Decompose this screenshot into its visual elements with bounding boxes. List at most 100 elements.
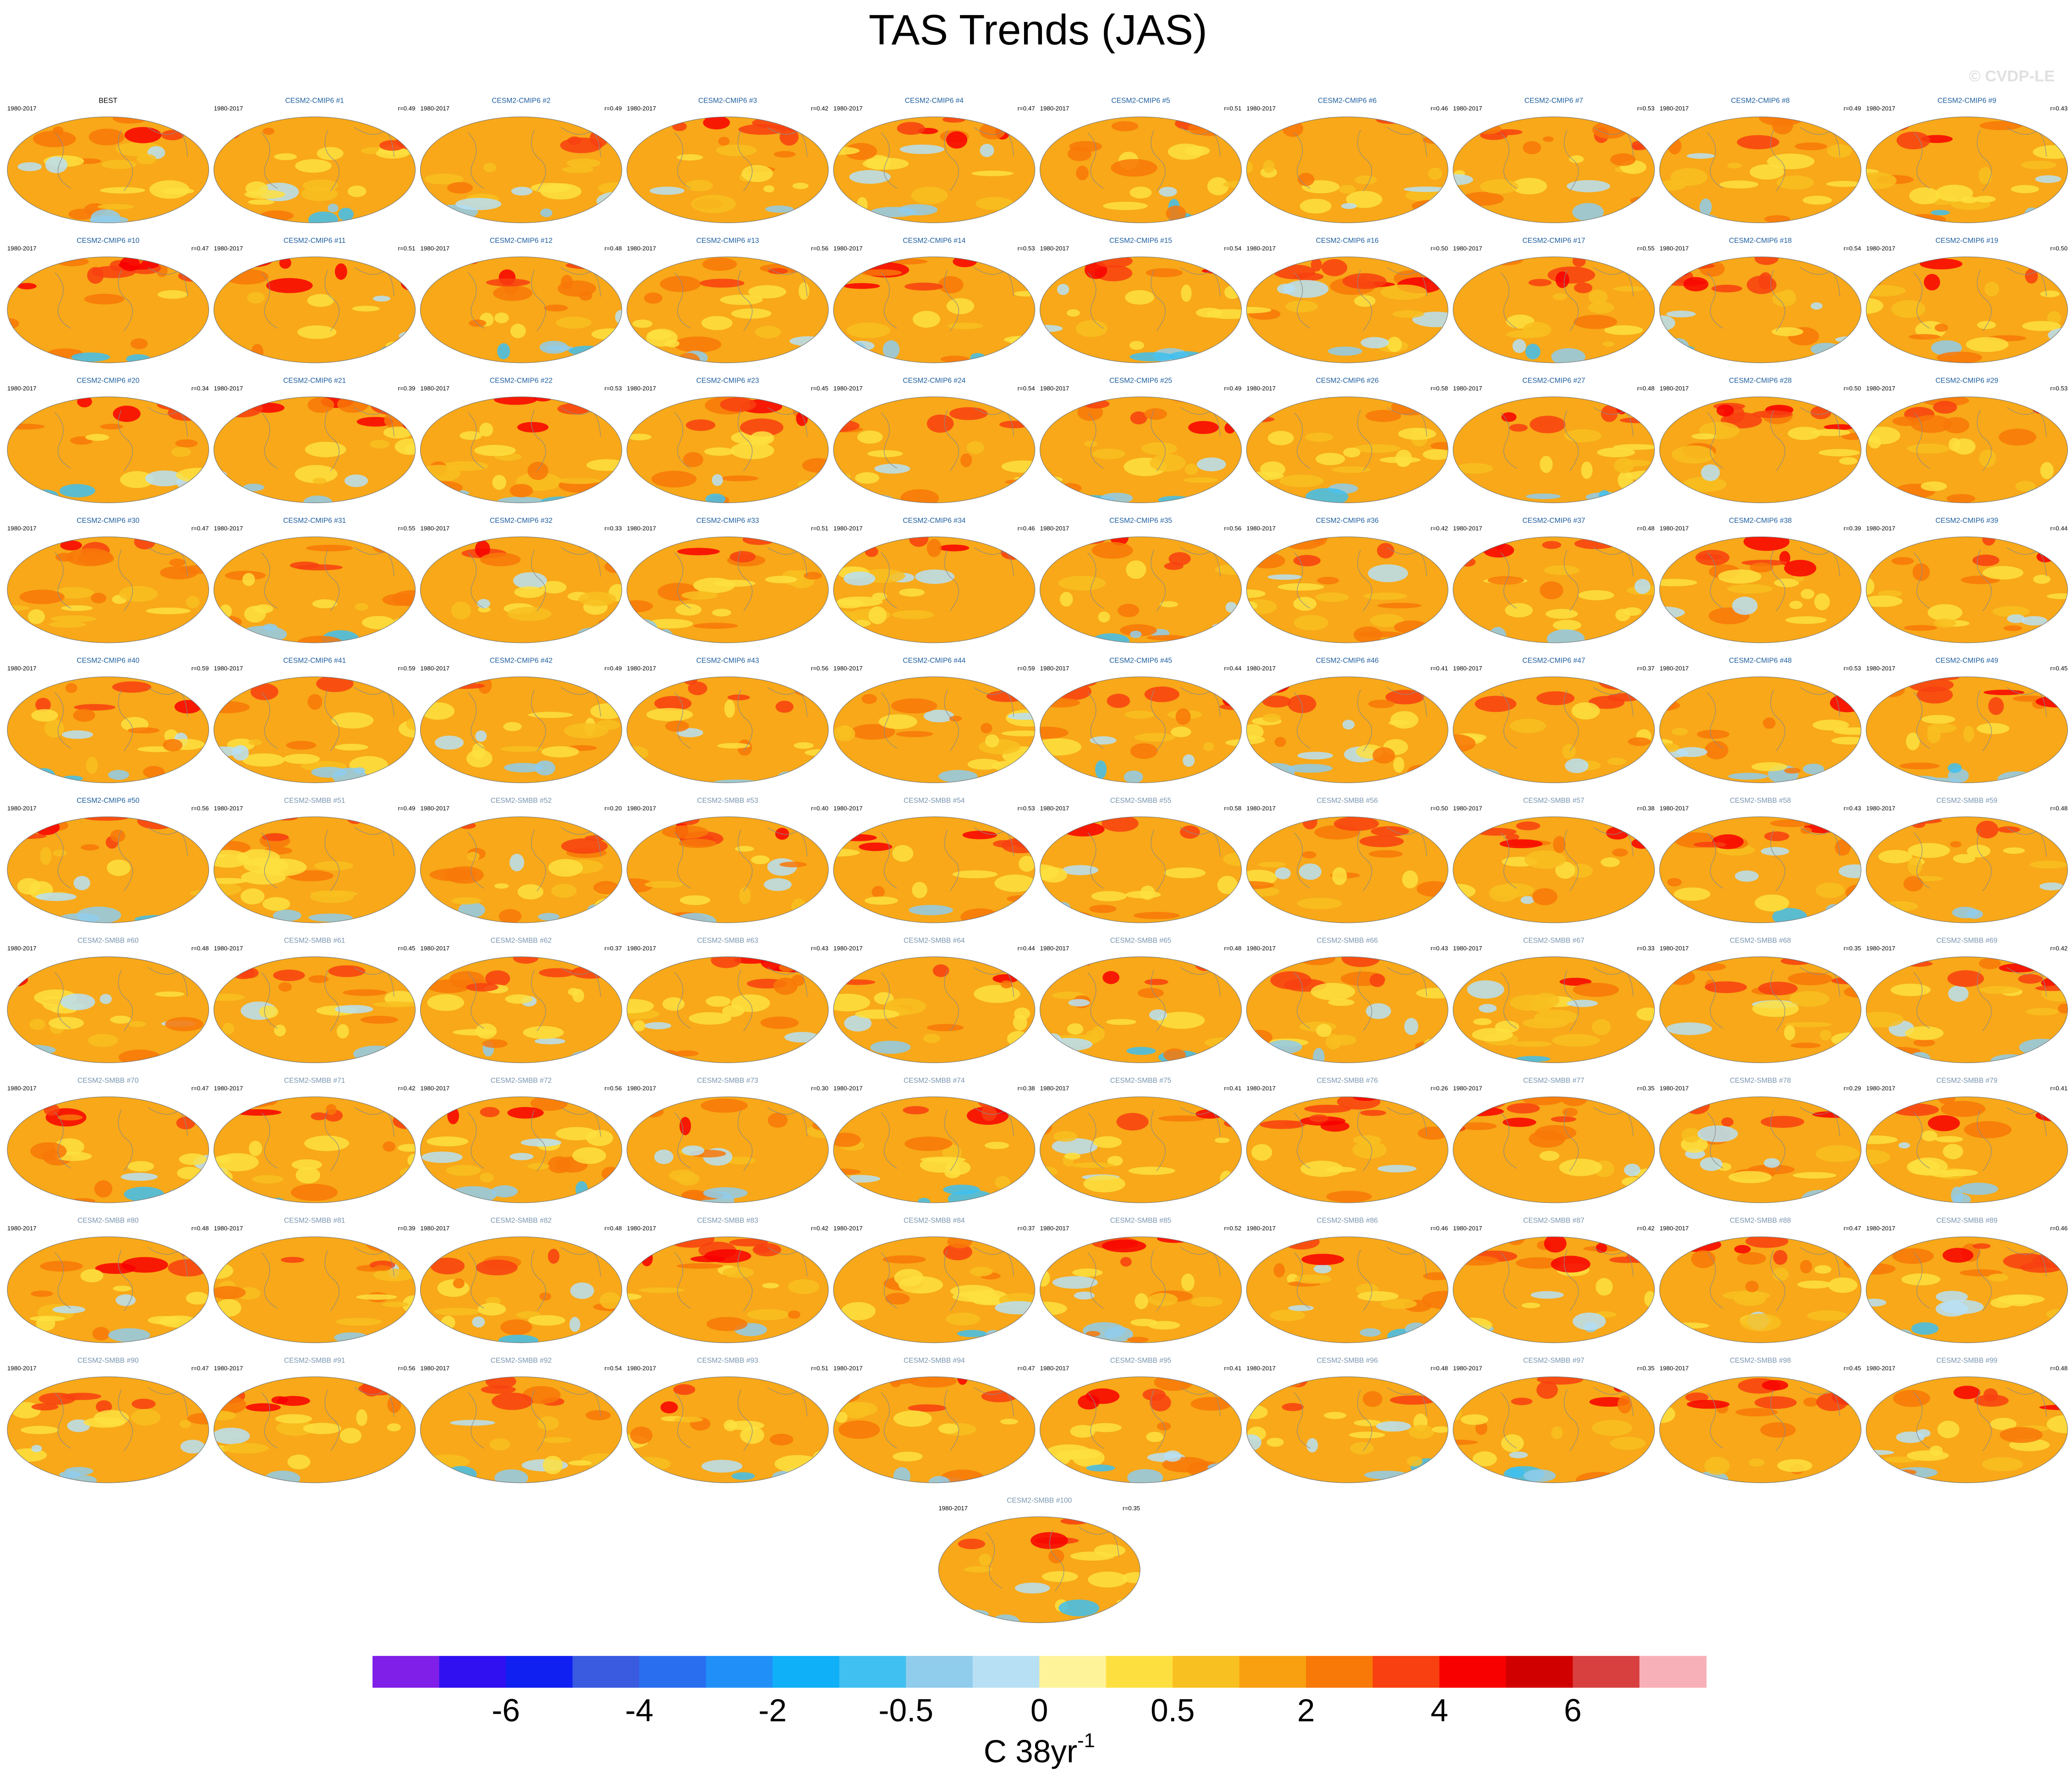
map-patch	[1342, 719, 1355, 730]
map-patch	[1120, 1257, 1132, 1267]
map-patch	[1058, 1599, 1100, 1617]
map-patch	[1598, 676, 1635, 690]
map-patch	[1573, 982, 1619, 997]
map-patch	[80, 1269, 104, 1283]
map-patch	[2046, 1415, 2068, 1433]
map-patch	[1260, 461, 1285, 477]
map-patch	[1946, 494, 1976, 503]
map-patch	[596, 719, 620, 730]
map-patch	[627, 999, 654, 1014]
map-patch	[1593, 357, 1640, 363]
panel-r: r=0.46	[1431, 1225, 1448, 1232]
map-patch	[36, 1316, 55, 1331]
map-patch	[1950, 841, 1962, 848]
coastline	[1913, 547, 2047, 611]
panel-r: r=0.49	[604, 665, 622, 672]
map	[627, 957, 828, 1063]
map	[627, 676, 828, 783]
coastline	[881, 267, 1014, 331]
map-patch	[1812, 719, 1849, 731]
map-patch	[355, 603, 368, 611]
coastline	[1500, 827, 1634, 891]
map-patch	[1524, 850, 1566, 869]
panel-name: CESM2-CMIP6 #30	[77, 517, 139, 525]
map-patch	[1737, 135, 1779, 149]
map-patch	[1332, 867, 1347, 885]
coastline	[881, 1387, 1014, 1451]
map-patch	[1204, 1037, 1238, 1048]
panel-period: 1980-2017	[627, 945, 656, 952]
panel-period: 1980-2017	[1246, 385, 1276, 392]
map-patch	[541, 746, 579, 757]
panel-r: r=0.56	[604, 1085, 622, 1092]
map-patch	[528, 712, 573, 718]
map-patch	[911, 186, 948, 204]
map-patch	[678, 839, 717, 848]
map-patch	[1246, 906, 1272, 921]
map-patch	[923, 709, 954, 723]
map-patch	[1066, 309, 1080, 317]
panel-period: 1980-2017	[1866, 1365, 1896, 1372]
map-patch	[483, 163, 497, 173]
panel-name: CESM2-SMBB #82	[490, 1217, 552, 1224]
panel-name: CESM2-SMBB #92	[490, 1357, 552, 1365]
map	[627, 396, 828, 503]
map-patch	[1299, 957, 1336, 965]
map-patch	[1305, 432, 1333, 442]
map-patch	[1299, 863, 1322, 880]
map-background	[1246, 1097, 1448, 1203]
map-patch	[1317, 576, 1339, 585]
map-patch	[891, 698, 937, 713]
map-patch	[1233, 194, 1242, 202]
map-patch	[2035, 985, 2068, 991]
map-patch	[1207, 1463, 1242, 1472]
coastline	[1913, 407, 2047, 472]
map-outline	[626, 816, 829, 923]
coastline	[1500, 267, 1634, 331]
map-patch	[1511, 1398, 1533, 1405]
map-patch	[1686, 676, 1710, 684]
map-patch	[957, 1330, 987, 1338]
map	[214, 537, 416, 643]
panel-period: 1980-2017	[627, 1365, 656, 1372]
map-patch	[1093, 1136, 1122, 1148]
map-patch	[52, 126, 64, 136]
map-patch	[1455, 768, 1500, 782]
map-patch	[938, 770, 978, 783]
map-patch	[1328, 998, 1354, 1006]
map-patch	[297, 325, 337, 339]
map	[7, 257, 209, 363]
panel-r: r=0.41	[1224, 1085, 1241, 1092]
map-patch	[1935, 184, 1973, 202]
map-patch	[664, 340, 680, 347]
map-outline	[1040, 1096, 1242, 1203]
panel-period: 1980-2017	[214, 105, 243, 112]
map-patch	[572, 1147, 606, 1164]
map-patch	[1004, 398, 1032, 415]
map-patch	[1058, 483, 1082, 494]
map-patch	[627, 1009, 660, 1020]
coastline	[261, 1107, 395, 1171]
map-patch	[2035, 175, 2061, 183]
map-patch	[246, 1403, 281, 1412]
panel-period: 1980-2017	[833, 105, 863, 112]
map-patch	[214, 1326, 227, 1336]
map-patch	[1536, 691, 1575, 705]
map-patch	[431, 1377, 444, 1387]
panel-r: r=0.53	[1018, 245, 1035, 252]
map-patch	[1684, 493, 1699, 502]
map-patch	[1041, 698, 1080, 707]
coastline	[1087, 547, 1221, 611]
panel-name: CESM2-SMBB #79	[1936, 1077, 1998, 1085]
map	[1453, 957, 1655, 1063]
map-patch	[1146, 635, 1188, 641]
map-patch	[1952, 906, 1979, 919]
map-patch	[1815, 883, 1845, 898]
map-patch	[511, 186, 533, 196]
map-patch	[1404, 1018, 1419, 1035]
coastline	[1707, 687, 1840, 751]
map	[833, 1237, 1035, 1343]
map-patch	[1377, 543, 1395, 559]
panel-name: CESM2-CMIP6 #1	[285, 97, 344, 104]
map-patch	[1866, 285, 1906, 296]
